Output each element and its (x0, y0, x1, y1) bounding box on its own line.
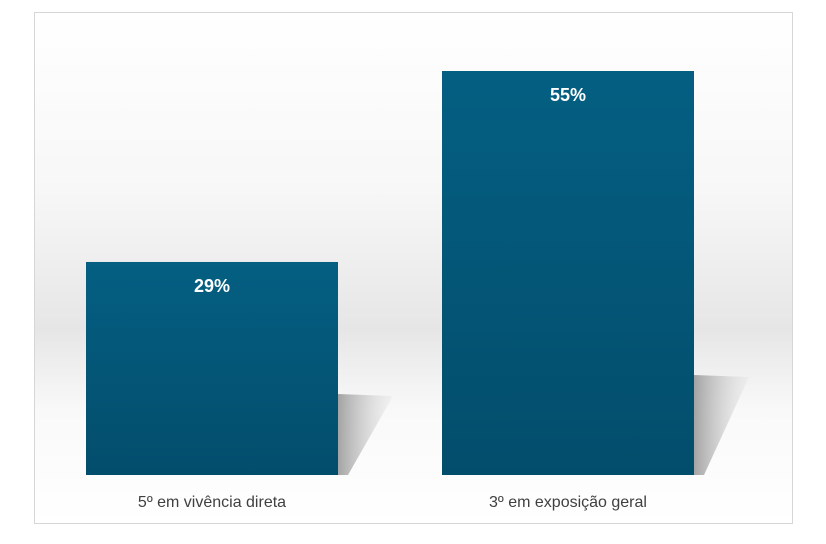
data-label: 55% (550, 85, 586, 105)
bar-shadow (338, 394, 393, 475)
bar-shadow (694, 375, 749, 475)
x-tick-label: 5º em vivência direta (138, 494, 286, 511)
x-tick-label: 3º em exposição geral (489, 494, 647, 511)
data-label: 29% (194, 276, 230, 296)
bar (442, 71, 694, 475)
bar (86, 261, 338, 475)
